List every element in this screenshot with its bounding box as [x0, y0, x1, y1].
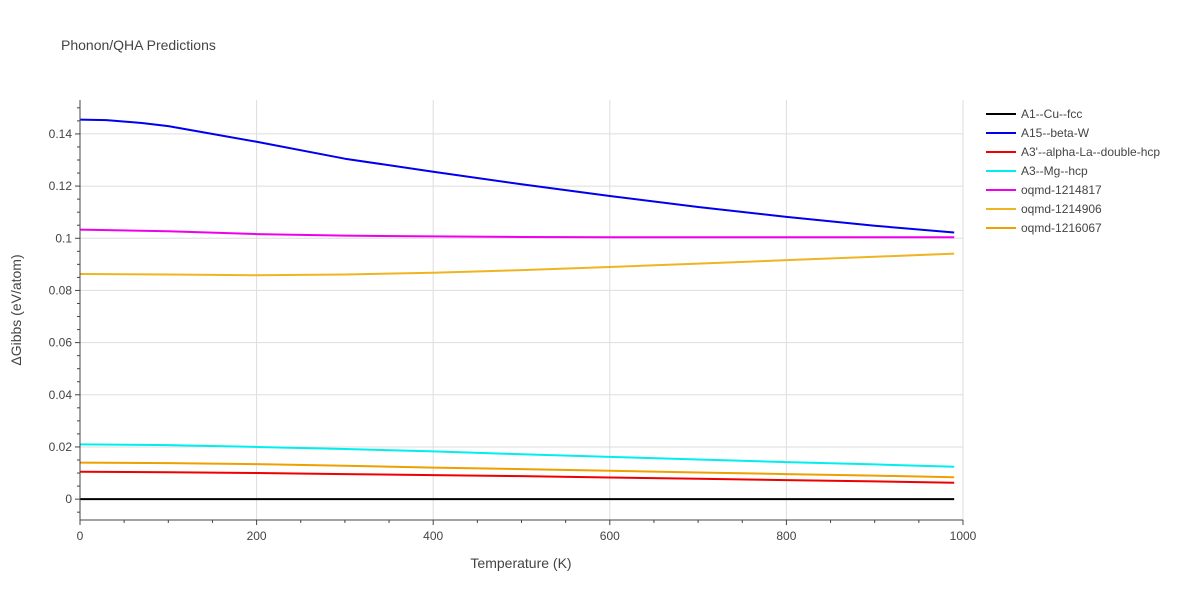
legend-label: A3--Mg--hcp — [1021, 164, 1088, 178]
legend-item[interactable]: oqmd-1214817 — [986, 183, 1102, 197]
legend-label: A1--Cu--fcc — [1021, 107, 1082, 121]
legend-item[interactable]: A3'--alpha-La--double-hcp — [986, 145, 1160, 159]
x-tick-label: 600 — [600, 529, 620, 543]
x-tick-label: 200 — [247, 529, 267, 543]
legend-item[interactable]: A15--beta-W — [986, 126, 1090, 140]
y-tick-label: 0.08 — [49, 283, 73, 297]
y-axis-title: ΔGibbs (eV/atom) — [8, 254, 24, 365]
legend-item[interactable]: oqmd-1216067 — [986, 221, 1102, 235]
y-tick-label: 0.12 — [49, 179, 73, 193]
series-line-4 — [79, 228, 955, 239]
legend-item[interactable]: oqmd-1214906 — [986, 202, 1102, 216]
chart-title: Phonon/QHA Predictions — [61, 37, 216, 53]
axes: 0 200 400 600 800 1000 0 0.02 0.04 0.06 0.08 0.1 0.1… — [49, 100, 977, 543]
legend-label: oqmd-1214906 — [1021, 202, 1102, 216]
legend-item[interactable]: A1--Cu--fcc — [986, 107, 1082, 121]
y-tick-label: 0.02 — [49, 440, 73, 454]
plot-area — [79, 118, 955, 501]
series-line-6 — [79, 461, 955, 479]
x-tick-label: 800 — [776, 529, 796, 543]
y-tick-label: 0.1 — [55, 231, 72, 245]
grid — [80, 100, 964, 520]
y-tick-label: 0 — [65, 492, 72, 506]
legend-label: oqmd-1214817 — [1021, 183, 1102, 197]
legend-label: oqmd-1216067 — [1021, 221, 1102, 235]
x-tick-label: 1000 — [950, 529, 977, 543]
series-line-2 — [79, 470, 955, 484]
y-tick-label: 0.14 — [49, 127, 73, 141]
legend-label: A3'--alpha-La--double-hcp — [1021, 145, 1160, 159]
series-line-3 — [79, 443, 955, 468]
legend-label: A15--beta-W — [1021, 126, 1090, 140]
x-axis-title: Temperature (K) — [470, 555, 571, 571]
x-tick-label: 400 — [423, 529, 443, 543]
series-line-5 — [79, 252, 955, 277]
legend[interactable]: A1--Cu--fcc A15--beta-W A3'--alpha-La--dou… — [986, 107, 1160, 235]
x-tick-label: 0 — [77, 529, 84, 543]
y-tick-label: 0.04 — [49, 388, 73, 402]
series-line-1 — [79, 118, 955, 234]
y-tick-label: 0.06 — [49, 336, 73, 350]
legend-item[interactable]: A3--Mg--hcp — [986, 164, 1088, 178]
